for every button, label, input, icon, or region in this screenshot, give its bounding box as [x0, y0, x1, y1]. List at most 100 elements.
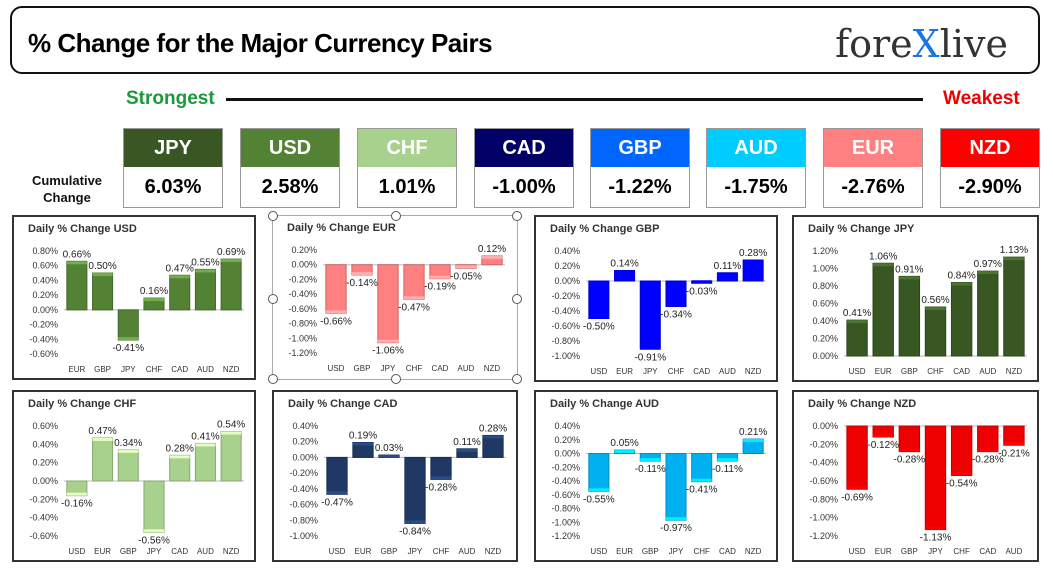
chart-panel-aud[interactable]: Daily % Change AUD 0.40% 0.20% 0.00% -0.20% -…: [534, 390, 778, 562]
bar-highlight: [143, 529, 165, 533]
resize-handle[interactable]: [268, 211, 278, 221]
bar: [665, 453, 687, 521]
y-tick-label: 0.20%: [554, 261, 580, 271]
bar: [898, 275, 921, 357]
bar-highlight: [873, 434, 894, 437]
y-tick-label: 0.00%: [32, 476, 58, 486]
bar: [665, 280, 687, 307]
chart-panel-chf[interactable]: Daily % Change CHF 0.60% 0.40% 0.20% 0.00% -0…: [12, 390, 256, 562]
bar: [220, 431, 242, 482]
category-label: AUD: [197, 365, 214, 374]
data-label: -0.28%: [972, 455, 1004, 466]
chart-panel-cad[interactable]: Daily % Change CAD 0.40% 0.20% 0.00% -0.20% -…: [272, 390, 518, 562]
y-tick-label: 0.60%: [812, 299, 838, 309]
data-label: -0.50%: [583, 322, 615, 333]
chart-title: Daily % Change NZD: [808, 398, 917, 410]
bar: [977, 425, 999, 453]
category-label: CAD: [432, 364, 449, 373]
bar-chart-svg: 0.40%0.20%0.00%-0.20%-0.40%-0.60%-0.80%-…: [289, 421, 507, 556]
y-tick-label: -0.20%: [288, 274, 317, 284]
chart-title: Daily % Change CAD: [288, 398, 398, 410]
bar: [92, 272, 114, 311]
data-label: 0.84%: [947, 271, 975, 282]
bar-highlight: [221, 259, 242, 263]
category-label: EUR: [875, 547, 892, 556]
data-label: -0.11%: [635, 464, 666, 475]
bar-highlight: [717, 272, 738, 276]
bar-highlight: [846, 320, 868, 324]
cumulative-label-line1: Cumulative: [31, 173, 103, 188]
category-label: JPY: [928, 547, 943, 556]
data-label: 0.41%: [843, 308, 871, 319]
bar: [691, 453, 713, 483]
y-tick-label: 0.40%: [812, 316, 838, 326]
category-label: JPY: [147, 547, 162, 556]
category-label: AUD: [719, 367, 736, 376]
category-label: CAD: [719, 547, 736, 556]
chart-panel-eur[interactable]: Daily % Change EUR 0.20% 0.00% -0.20% -0.40%…: [268, 211, 522, 384]
chart-panel-nzd[interactable]: Daily % Change NZD 0.00% -0.20% -0.40% -0.60…: [792, 390, 1039, 562]
chart-title: Daily % Change USD: [28, 223, 137, 235]
bar-highlight: [846, 486, 868, 490]
category-label: USD: [849, 547, 866, 556]
bar-highlight: [195, 269, 216, 273]
currency-box-jpy: JPY 6.03%: [123, 128, 223, 208]
bar: [977, 270, 999, 357]
data-label: 0.54%: [217, 420, 245, 431]
bar-highlight: [743, 439, 764, 443]
data-label: -0.28%: [894, 455, 926, 466]
currency-code: CHF: [358, 129, 456, 167]
y-tick-label: -0.60%: [551, 321, 580, 331]
bar-highlight: [665, 303, 687, 307]
resize-handle[interactable]: [512, 293, 522, 304]
bar: [377, 264, 399, 344]
category-label: USD: [68, 547, 85, 556]
bar-highlight: [925, 307, 946, 310]
bar-highlight: [325, 310, 347, 314]
bar: [924, 425, 947, 531]
data-label: 0.28%: [166, 443, 194, 454]
category-label: EUR: [875, 367, 892, 376]
page-title: % Change for the Major Currency Pairs: [28, 28, 493, 58]
bar-highlight: [691, 478, 712, 482]
chart-title: Daily % Change JPY: [808, 223, 915, 235]
category-label: CAD: [979, 547, 996, 556]
bar: [898, 425, 921, 453]
category-label: CHF: [668, 367, 685, 376]
currency-box-chf: CHF 1.01%: [357, 128, 457, 208]
category-label: CAD: [693, 367, 710, 376]
chart-panel-usd[interactable]: Daily % Change USD 0.80% 0.60% 0.40% 0.20% 0.…: [12, 215, 256, 380]
bar-chart-svg: 0.60% 0.40% 0.20% 0.00% -0.20% -0.40% -0.60% -0…: [29, 420, 245, 557]
data-label: -0.03%: [686, 286, 718, 297]
y-tick-label: -0.40%: [288, 289, 317, 299]
bar: [872, 262, 894, 357]
category-label: JPY: [381, 364, 396, 373]
y-tick-label: 0.00%: [554, 276, 580, 286]
bar: [482, 434, 504, 458]
y-tick-label: 0.20%: [291, 245, 317, 255]
data-label: -0.55%: [583, 494, 615, 505]
data-label: 0.97%: [974, 259, 1002, 270]
resize-handle[interactable]: [512, 211, 522, 221]
resize-handle[interactable]: [268, 374, 278, 384]
resize-handle[interactable]: [268, 293, 278, 304]
data-label: 0.91%: [895, 264, 923, 275]
resize-handle[interactable]: [391, 374, 401, 384]
category-label: AUD: [979, 367, 996, 376]
bar-highlight: [351, 272, 373, 276]
bar-highlight: [377, 339, 399, 343]
y-tick-label: -0.20%: [551, 291, 580, 301]
bar: [326, 456, 348, 495]
bar: [92, 437, 114, 482]
bar: [403, 264, 425, 300]
bar: [742, 259, 764, 282]
resize-handle[interactable]: [391, 211, 401, 221]
data-label: 0.41%: [191, 431, 219, 442]
y-tick-label: -0.40%: [551, 476, 580, 486]
currency-box-cad: CAD -1.00%: [474, 128, 574, 208]
bar: [194, 442, 216, 482]
data-label: -0.54%: [946, 479, 978, 490]
resize-handle[interactable]: [512, 374, 522, 384]
chart-panel-jpy[interactable]: Daily % Change JPY 1.20% 1.00% 0.80% 0.60% 0.…: [792, 215, 1039, 382]
chart-panel-gbp[interactable]: Daily % Change GBP 0.40% 0.20% 0.00% -0.20% -…: [534, 215, 778, 382]
